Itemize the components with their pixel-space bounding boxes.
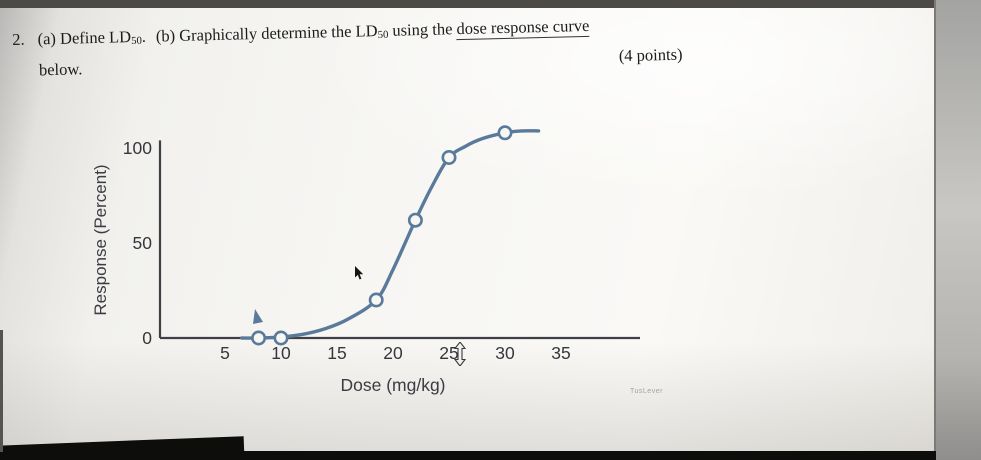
data-point-marker bbox=[407, 212, 423, 228]
x-tick-label: 10 bbox=[271, 343, 291, 363]
y-tick-label: 50 bbox=[133, 233, 153, 253]
faint-watermark-text: TusLever bbox=[630, 388, 663, 395]
dose-response-chart: 5 10 15 20 25 30 35 0 50 100 Dose (mg/kg) Response … bbox=[91, 125, 640, 395]
underlined-phrase: dose response curve bbox=[456, 15, 590, 41]
photo-bottom-edge bbox=[0, 451, 936, 460]
photo-left-edge bbox=[0, 330, 3, 452]
ld50-subscript-a: 50 bbox=[130, 34, 142, 48]
vertical-resize-cursor-icon bbox=[452, 341, 468, 371]
ld50-subscript-b: 50 bbox=[377, 28, 389, 41]
part-b-prefix: (b) Graphically determine the LD50 using… bbox=[155, 15, 590, 46]
below-text: below. bbox=[38, 59, 83, 80]
question-block: 2. (a) Define LD50. (b) Graphically determ… bbox=[12, 11, 793, 81]
x-tick-label: 25 bbox=[439, 343, 458, 363]
dose-response-curve-path bbox=[240, 129, 541, 340]
part-b-mid: using the bbox=[388, 19, 457, 40]
part-a-prefix: (a) Define LD bbox=[37, 27, 132, 49]
data-point-marker bbox=[251, 330, 267, 346]
part-a-period: . bbox=[141, 26, 147, 46]
data-point-marker bbox=[368, 292, 384, 308]
x-tick-label: 35 bbox=[551, 343, 570, 363]
y-axis-title: Response (Percent) bbox=[91, 164, 110, 315]
photo-top-edge bbox=[0, 0, 936, 8]
part-b-text: (b) Graphically determine the LD bbox=[155, 21, 378, 46]
pointer-cursor-icon bbox=[354, 266, 366, 286]
question-number: 2. bbox=[12, 29, 25, 49]
ink-mark-icon bbox=[252, 308, 265, 331]
x-tick-label: 20 bbox=[383, 343, 403, 363]
y-tick-label: 0 bbox=[142, 328, 152, 348]
data-point-marker bbox=[497, 125, 513, 141]
photo-right-band bbox=[934, 0, 981, 460]
x-tick-label: 15 bbox=[327, 343, 346, 363]
x-tick-label: 5 bbox=[220, 343, 230, 363]
x-axis-title: Dose (mg/kg) bbox=[340, 375, 445, 395]
points-label: (4 points) bbox=[618, 44, 683, 66]
y-tick-label: 100 bbox=[123, 138, 152, 158]
x-tick-label: 30 bbox=[495, 343, 515, 363]
exam-page: 2. (a) Define LD50. (b) Graphically determ… bbox=[0, 8, 936, 452]
data-point-marker bbox=[441, 149, 457, 165]
data-point-marker bbox=[273, 330, 289, 346]
